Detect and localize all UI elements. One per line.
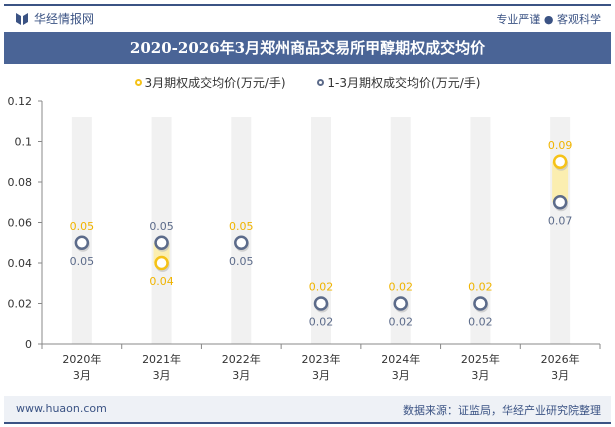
y-tick-label: 0.12 (8, 95, 33, 108)
x-tick-label: 2025年 (461, 352, 500, 366)
chart-title: 2020-2026年3月郑州商品交易所甲醇期权成交均价 (4, 32, 611, 64)
data-label-series1: 0.09 (548, 139, 573, 152)
marker-series2 (74, 235, 90, 250)
category-band (311, 117, 331, 344)
data-label-series1: 0.02 (388, 281, 413, 294)
logo-icon (16, 12, 28, 25)
legend-marker-icon (134, 79, 142, 86)
marker-series1 (552, 154, 568, 169)
brand-name: 华经情报网 (34, 12, 95, 26)
data-label-series1: 0.05 (70, 220, 95, 233)
marker-series2 (393, 296, 408, 311)
category-band (470, 117, 491, 344)
x-tick-label: 3月 (232, 369, 250, 382)
marker-series2 (234, 235, 249, 250)
marker-series2 (552, 195, 568, 210)
x-tick-label: 2021年 (142, 352, 181, 366)
x-tick-label: 3月 (551, 369, 569, 382)
legend-item-jan-mar: 1-3月期权成交均价(万元/手) (317, 74, 480, 91)
category-band (390, 117, 411, 344)
y-tick-label: 0.04 (8, 257, 33, 270)
x-tick-label: 3月 (153, 369, 171, 382)
data-label-series2: 0.02 (468, 316, 493, 329)
data-source: 数据来源：证监局，华经产业研究院整理 (403, 404, 601, 417)
legend: 3月期权成交均价(万元/手) 1-3月期权成交均价(万元/手) (0, 74, 615, 91)
x-tick-label: 2020年 (62, 352, 101, 366)
footer: www.huaon.com 数据来源：证监局，华经产业研究院整理 (4, 396, 611, 422)
data-label-series1: 0.05 (229, 220, 254, 233)
x-tick-label: 2024年 (381, 352, 420, 366)
legend-marker-icon (317, 79, 325, 86)
x-tick-label: 3月 (73, 369, 91, 382)
data-label-series2: 0.05 (229, 255, 254, 268)
x-tick-label: 3月 (471, 369, 489, 382)
top-rule (4, 4, 611, 6)
x-tick-label: 2026年 (541, 352, 580, 366)
category-band (71, 117, 92, 344)
range-bar (552, 161, 569, 203)
data-label-series2: 0.05 (149, 220, 174, 233)
category-band (151, 117, 172, 344)
data-label-series2: 0.05 (70, 255, 95, 268)
y-tick-label: 0.06 (8, 217, 33, 230)
bottom-rule (4, 422, 611, 424)
x-tick-label: 3月 (312, 369, 330, 382)
chart-plot: 0 0.02 0.04 0.06 0.08 0.1 0.12 2020年 3月 2021年 3月 20… (8, 95, 601, 382)
brand: 华经情报网 (16, 10, 94, 27)
website: www.huaon.com (16, 402, 107, 415)
data-label-series2: 0.07 (548, 214, 573, 227)
slogan: 专业严谨 ● 客观科学 (496, 13, 601, 26)
x-tick-label: 2022年 (222, 352, 261, 366)
y-tick-label: 0 (25, 338, 32, 351)
marker-series2 (473, 296, 488, 311)
data-label-series1: 0.02 (309, 281, 334, 294)
x-tick-label: 3月 (392, 369, 410, 382)
data-label-series2: 0.02 (388, 316, 413, 329)
marker-series2 (313, 296, 329, 311)
y-tick-label: 0.1 (15, 136, 33, 149)
y-tick-label: 0.08 (8, 176, 33, 189)
data-label-series2: 0.02 (309, 316, 334, 329)
data-label-series1: 0.04 (149, 275, 174, 288)
category-band (231, 117, 252, 344)
legend-item-march: 3月期权成交均价(万元/手) (134, 74, 286, 91)
marker-series2 (154, 235, 169, 250)
x-tick-label: 2023年 (302, 352, 341, 366)
data-label-series1: 0.02 (468, 281, 493, 294)
y-tick-label: 0.02 (8, 298, 33, 311)
marker-series1 (154, 255, 169, 271)
